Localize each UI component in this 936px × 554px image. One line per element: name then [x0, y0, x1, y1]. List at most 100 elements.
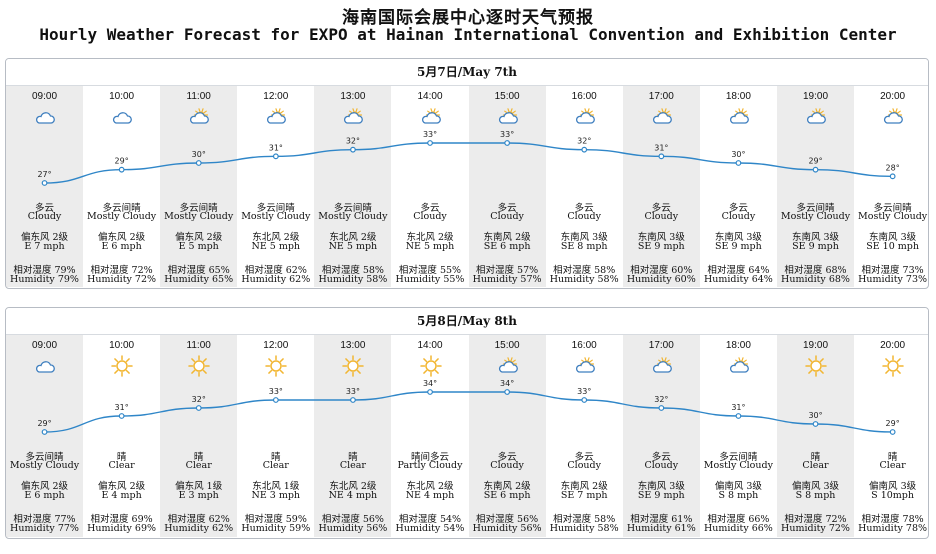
temperature-curve: 27° 29° 30° 31° 32° 33° 33° 32° 31° 30° 29° 28° — [37, 130, 900, 186]
condition-en: Cloudy — [567, 460, 601, 471]
cloud-icon — [34, 106, 56, 128]
temperature-label: 31° — [731, 403, 745, 412]
condition-en: Mostly Cloudy — [9, 460, 80, 471]
day-panel-may-8: 5月8日/May 8th 09:00 多云间晴 Mostly Cloudy 偏东风 2… — [5, 307, 929, 539]
temperature-label: 33° — [577, 387, 591, 396]
temperature-point — [118, 413, 125, 419]
humidity-en: Humidity 54% — [395, 523, 465, 534]
hour-time: 20:00 — [880, 340, 906, 351]
condition-en: Mostly Cloudy — [318, 211, 388, 222]
humidity-cn: 相对湿度 69% — [90, 514, 153, 525]
wind-en: E 3 mph — [178, 490, 219, 501]
humidity-en: Humidity 78% — [858, 523, 928, 534]
humidity-cn: 相对湿度 55% — [398, 265, 462, 276]
wind-cn: 东南风 3级 — [869, 232, 917, 243]
humidity-en: Humidity 62% — [241, 274, 311, 285]
condition-en: Cloudy — [27, 211, 62, 222]
hour-column: 15:00 多云 Cloudy 东南风 2级 SE 6 mph 相对湿度 57% Humid… — [469, 86, 546, 287]
humidity-en: Humidity 59% — [241, 523, 311, 534]
humidity-en: Humidity 77% — [10, 523, 79, 534]
condition-en: Mostly Cloudy — [780, 211, 851, 222]
humidity-cn: 相对湿度 54% — [398, 514, 462, 525]
temperature-point — [581, 397, 588, 403]
condition-en: Cloudy — [490, 460, 524, 471]
humidity-en: Humidity 57% — [472, 274, 542, 285]
humidity-cn: 相对湿度 58% — [321, 265, 384, 276]
wind-cn: 东北风 1级 — [252, 481, 300, 492]
hour-column: 20:00 晴 Clear 偏南风 3级 S 10mph 相对湿度 78% Humidity… — [854, 335, 928, 536]
condition-cn: 多云间晴 — [102, 203, 141, 214]
sun-icon — [882, 355, 904, 377]
humidity-cn: 相对湿度 78% — [861, 514, 924, 525]
humidity-cn: 相对湿度 68% — [784, 265, 847, 276]
temperature-point — [504, 389, 511, 395]
humidity-en: Humidity 79% — [10, 274, 79, 285]
temperature-point — [350, 146, 356, 153]
humidity-en: Humidity 66% — [703, 523, 773, 534]
wind-en: E 6 mph — [101, 241, 142, 252]
humidity-en: Humidity 69% — [87, 523, 157, 534]
wind-en: SE 7 mph — [560, 490, 608, 501]
hour-column: 11:00 多云间晴 Mostly Cloudy 偏东风 2级 E 5 mph 相对湿度 … — [160, 86, 237, 287]
condition-en: Mostly Cloudy — [164, 211, 234, 222]
condition-en: Mostly Cloudy — [241, 211, 311, 222]
hour-column: 18:00 多云间晴 Mostly Cloudy 偏南风 3级 S 8 mph 相对湿度 … — [700, 335, 777, 536]
condition-cn: 晴 — [193, 452, 204, 463]
temperature-label: 31° — [654, 143, 668, 152]
wind-en: S 8 mph — [795, 490, 836, 501]
condition-cn: 多云 — [574, 452, 594, 463]
temperature-point — [504, 140, 511, 146]
hour-time: 12:00 — [263, 340, 289, 351]
temperature-label: 30° — [192, 150, 206, 159]
wind-cn: 偏东风 2级 — [20, 232, 69, 243]
wind-en: E 6 mph — [24, 490, 65, 501]
hour-column: 12:00 晴 Clear 东北风 1级 NE 3 mph 相对湿度 59% Humidit… — [237, 335, 314, 536]
temperature-point — [735, 160, 742, 166]
wind-en: SE 10 mph — [866, 241, 919, 252]
wind-cn: 偏东风 2级 — [20, 481, 69, 492]
page-title-en: Hourly Weather Forecast for EXPO at Hain… — [39, 25, 897, 44]
temperature-point — [812, 166, 819, 173]
condition-cn: 多云间晴 — [796, 203, 835, 214]
temperature-label: 27° — [37, 170, 51, 179]
temperature-label: 29° — [886, 419, 900, 428]
humidity-cn: 相对湿度 62% — [167, 514, 230, 525]
humidity-cn: 相对湿度 59% — [244, 514, 307, 525]
humidity-cn: 相对湿度 64% — [707, 265, 770, 276]
condition-cn: 多云间晴 — [25, 452, 64, 463]
condition-en: Clear — [802, 460, 829, 471]
temperature-label: 31° — [115, 403, 129, 412]
wind-en: SE 9 mph — [637, 490, 685, 501]
hour-column: 13:00 多云间晴 Mostly Cloudy 东北风 2级 NE 5 mph 相对湿度… — [314, 86, 391, 287]
wind-cn: 东南风 3级 — [791, 232, 840, 243]
humidity-cn: 相对湿度 62% — [244, 265, 307, 276]
humidity-cn: 相对湿度 57% — [476, 265, 539, 276]
wind-en: SE 8 mph — [560, 241, 608, 252]
condition-en: Cloudy — [721, 211, 756, 222]
hour-time: 11:00 — [186, 91, 211, 102]
hour-column: 17:00 多云 Cloudy 东南风 3级 SE 9 mph 相对湿度 60% Humid… — [623, 86, 700, 287]
temperature-point — [427, 140, 433, 146]
condition-en: Clear — [879, 460, 906, 471]
sun-cloud-icon — [651, 355, 673, 377]
temperature-point — [272, 397, 279, 403]
condition-en: Mostly Cloudy — [703, 460, 773, 471]
condition-en: Clear — [262, 460, 289, 471]
hour-time: 12:00 — [263, 91, 289, 102]
temperature-label: 29° — [808, 157, 822, 166]
wind-cn: 偏东风 2级 — [175, 232, 223, 243]
sun-cloud-icon — [188, 106, 210, 128]
wind-cn: 东北风 2级 — [329, 481, 377, 492]
hour-column: 10:00 多云间晴 Mostly Cloudy 偏东风 2级 E 6 mph 相对湿度 … — [83, 86, 160, 287]
hour-time: 16:00 — [571, 91, 597, 102]
humidity-en: Humidity 72% — [87, 274, 157, 285]
humidity-en: Humidity 55% — [395, 274, 465, 285]
condition-en: Partly Cloudy — [397, 460, 463, 471]
humidity-cn: 相对湿度 58% — [553, 265, 616, 276]
wind-en: SE 6 mph — [483, 490, 531, 501]
hour-time: 15:00 — [494, 91, 520, 102]
humidity-en: Humidity 58% — [549, 274, 619, 285]
sun-cloud-icon — [651, 106, 673, 128]
wind-cn: 东南风 3级 — [637, 481, 685, 492]
temperature-label: 31° — [269, 143, 283, 152]
